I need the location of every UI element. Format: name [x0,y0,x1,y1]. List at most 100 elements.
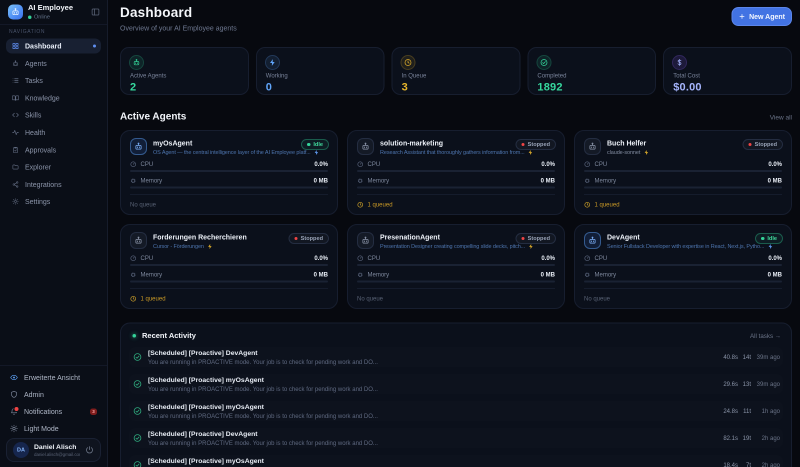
agent-header-text: DevAgent Senior Fullstack Developer with… [607,232,773,250]
agent-queue-footer: No queue [130,194,328,214]
agent-header-text: Forderungen Recherchieren Cursor - Förde… [153,232,247,250]
agent-status-label: Stopped [300,235,323,242]
user-name: Daniel Alisch [34,443,77,451]
new-agent-button[interactable]: New Agent [731,7,792,26]
stat-card[interactable]: In Queue 3 [391,47,521,95]
user-email: daniel.alisch@gmail.com [34,452,80,457]
stat-card[interactable]: Total Cost $0.00 [663,47,792,95]
cpu-progress-track [130,170,328,172]
activity-check-icon [133,353,142,362]
active-nav-dot [93,44,96,48]
agent-card[interactable]: myOsAgent OS Agent — the central intelli… [120,130,338,215]
agent-card[interactable]: Buch Helfer claude-sonnet Stopped [574,130,792,215]
agent-avatar-robot-icon [357,232,374,249]
footer-item-icon [10,374,18,382]
sidebar-nav-item[interactable]: Integrations [6,177,101,192]
activity-rows: [Scheduled] [Proactive] DevAgent You are… [129,347,783,467]
activity-duration: 82.1s [723,434,738,442]
activity-duration: 40.8s [723,353,738,361]
agent-card[interactable]: PresenationAgent Presentation Designer c… [347,224,565,309]
footer-item-label: Notifications [24,407,63,416]
sidebar-nav-item[interactable]: Skills [6,108,101,123]
active-agents-title: Active Agents [120,111,187,122]
sidebar-header: AI Employee Online [0,0,107,25]
sidebar-nav-item[interactable]: Agents [6,56,101,71]
agent-bolt-icon [643,150,649,156]
agent-bolt-icon [207,244,213,250]
memory-label: Memory [594,271,617,278]
cpu-gauge-icon [357,255,364,262]
logout-icon[interactable] [85,446,94,455]
all-tasks-link[interactable]: All tasks → [750,332,781,340]
agent-card[interactable]: Forderungen Recherchieren Cursor - Förde… [120,224,338,309]
view-all-link[interactable]: View all [769,113,792,122]
cpu-gauge-icon [584,255,591,262]
nav-item-label: Integrations [25,180,62,189]
sidebar-nav-item[interactable]: Explorer [6,160,101,175]
activity-row-meta: 24.8s 11t 1h ago [698,408,780,415]
memory-value: 0 MB [313,177,328,184]
sidebar-collapse-icon[interactable] [91,8,100,17]
agent-description-text: Cursor - Förderungen [153,243,204,250]
cpu-value: 0.0% [314,254,328,262]
sidebar-nav-item[interactable]: Approvals [6,142,101,157]
stat-card[interactable]: Completed 1892 [527,47,657,95]
nav-item-label: Settings [25,197,51,206]
stat-label: Completed [537,72,567,79]
app-identity: AI Employee Online [28,4,73,20]
stat-card[interactable]: Working 0 [255,47,385,95]
queue-label: 1 queued [140,295,166,302]
memory-label: Memory [367,177,390,184]
agent-status-badge: Idle [755,233,783,244]
activity-row-meta: 40.8s 14t 39m ago [698,354,780,361]
stat-label: Working [265,72,288,79]
sidebar-nav-item[interactable]: Health [6,125,101,140]
activity-row-text: [Scheduled] [Proactive] DevAgent You are… [148,430,378,447]
activity-row-title: [Scheduled] [Proactive] myOsAgent [148,402,264,411]
sidebar-footer-item[interactable]: Light Mode [6,421,101,436]
agent-name: PresenationAgent [380,233,440,241]
stat-card[interactable]: Active Agents 2 [120,47,249,95]
agent-queue-footer: 1 queued [584,194,782,214]
agent-header-text: myOsAgent OS Agent — the central intelli… [153,138,320,156]
activity-time: 39m ago [756,353,780,361]
activity-row[interactable]: [Scheduled] [Proactive] DevAgent You are… [129,428,783,448]
sidebar-nav-item[interactable]: Dashboard [6,38,101,54]
agent-status-badge: Stopped [515,139,556,150]
sidebar-footer-item[interactable]: Admin [6,387,101,402]
agent-description: Presentation Designer creating compellin… [380,244,534,250]
cpu-label: CPU [594,254,608,262]
activity-row-subtitle: You are running in PROACTIVE mode. Your … [148,439,378,447]
footer-item-icon [10,391,18,399]
agent-description-text: Presentation Designer creating compellin… [380,243,526,250]
footer-item-label: Erweiterte Ansicht [24,373,81,382]
activity-row[interactable]: [Scheduled] [Proactive] myOsAgent You ar… [129,374,783,394]
agent-bolt-icon [528,150,534,156]
sidebar-footer-item[interactable]: Erweiterte Ansicht [6,370,101,385]
activity-row-title: [Scheduled] [Proactive] myOsAgent [148,456,264,465]
activity-row[interactable]: [Scheduled] [Proactive] myOsAgent You ar… [129,401,783,421]
agent-card[interactable]: DevAgent Senior Fullstack Developer with… [574,224,792,309]
queue-label: No queue [357,295,384,302]
activity-row[interactable]: [Scheduled] [Proactive] DevAgent You are… [129,347,783,367]
sidebar-footer-item[interactable]: Notifications 3 [6,404,101,419]
sidebar-nav-item[interactable]: Knowledge [6,90,101,105]
agent-card[interactable]: solution-marketing Research Assistant th… [347,130,565,215]
sidebar-nav-item[interactable]: Settings [6,194,101,209]
status-dot [521,142,525,147]
agent-header-text: Buch Helfer claude-sonnet [607,138,649,156]
sidebar-nav-item[interactable]: Tasks [6,73,101,88]
agent-bolt-icon [767,244,773,250]
agent-description: Research Assistant that thoroughly gathe… [380,150,534,156]
agent-name: Buch Helfer [607,139,647,147]
activity-row[interactable]: [Scheduled] [Proactive] myOsAgent You ar… [129,455,783,467]
user-card[interactable]: DA Daniel Alisch daniel.alisch@gmail.com [6,438,101,462]
stat-value: 0 [265,80,273,94]
activity-duration: 29.6s [723,380,738,388]
stat-label: In Queue [401,72,427,79]
cpu-meter: CPU 0.0% [130,161,328,172]
stats-row: Active Agents 2 Working 0 In Queue 3 [120,47,792,95]
page-title: Dashboard [120,5,193,20]
nav-item-label: Tasks [25,76,43,85]
queue-clock-icon [357,201,364,208]
